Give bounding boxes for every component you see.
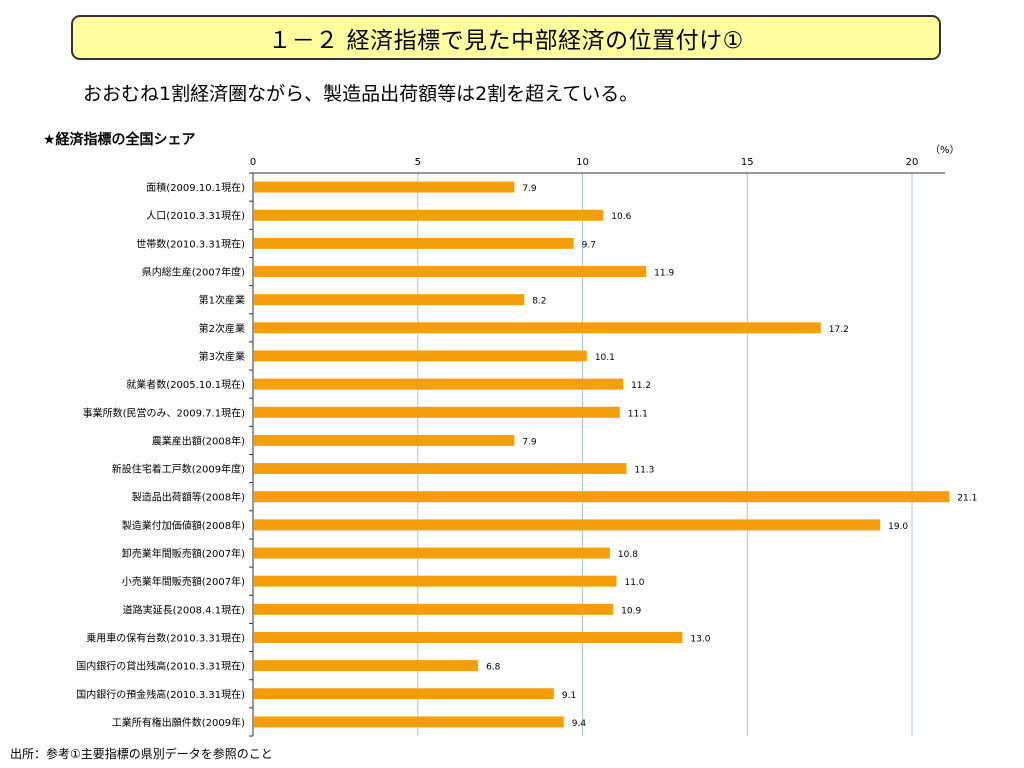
bar [254, 519, 881, 531]
x-tick-label: 0 [250, 157, 256, 168]
data-label: 10.6 [611, 212, 631, 222]
category-label: 乗用車の保有台数(2010.3.31現在) [86, 631, 245, 644]
bar [254, 716, 564, 728]
category-label: 新設住宅着工戸数(2009年度) [112, 463, 245, 476]
category-label: 工業所有権出願件数(2009年) [112, 716, 245, 729]
category-label: 小売業年間販売額(2007年) [122, 575, 245, 588]
data-label: 13.0 [690, 634, 710, 644]
data-label: 7.9 [522, 437, 537, 447]
data-label: 9.7 [582, 240, 596, 250]
category-label: 製造業付加価値額(2008年) [122, 519, 245, 532]
category-label: 就業者数(2005.10.1現在) [126, 378, 245, 391]
data-label: 6.8 [486, 663, 501, 673]
bar [254, 547, 610, 559]
category-label: 県内総生産(2007年度) [142, 266, 245, 279]
category-label: 国内銀行の貸出残高(2010.3.31現在) [76, 660, 245, 673]
data-label: 19.0 [888, 522, 908, 532]
data-label: 11.0 [624, 578, 644, 588]
category-label: 第1次産業 [199, 294, 245, 307]
data-label: 17.2 [829, 325, 849, 335]
data-label: 7.9 [522, 184, 537, 194]
category-label: 第2次産業 [199, 322, 245, 335]
x-tick-label: 15 [741, 157, 754, 168]
title-banner: １－２ 経済指標で見た中部経済の位置付け① [71, 15, 941, 60]
unit-label: （%） [930, 145, 960, 156]
bar [254, 406, 620, 418]
bar [254, 434, 515, 446]
category-label: 面積(2009.10.1現在) [146, 181, 245, 194]
data-label: 11.9 [654, 269, 674, 279]
bar [254, 603, 614, 615]
bar [254, 463, 627, 475]
bar [254, 350, 587, 362]
bar [254, 181, 515, 193]
bar [254, 378, 624, 390]
page-title: １－２ 経済指標で見た中部経済の位置付け① [268, 27, 744, 54]
x-tick-label: 10 [576, 157, 589, 168]
page-subtitle: おおむね1割経済圏ながら、製造品出荷額等は2割を超えている。 [83, 83, 639, 105]
category-label: 卸売業年間販売額(2007年) [122, 547, 245, 560]
chart-title: ★経済指標の全国シェア [43, 132, 196, 148]
bar-chart: 0 5 10 15 20 面積(2009.10.1現在) 7.9 人口(2010.3.31現在… [76, 157, 977, 737]
x-tick-label: 20 [906, 157, 919, 168]
bar [254, 294, 525, 306]
bar [254, 631, 683, 643]
category-label: 国内銀行の預金残高(2010.3.31現在) [76, 688, 245, 701]
data-label: 9.1 [562, 691, 576, 701]
category-label: 製造品出荷額等(2008年) [132, 491, 245, 504]
data-label: 10.8 [618, 550, 638, 560]
bar [254, 237, 574, 249]
category-label: 農業産出額(2008年) [152, 434, 245, 447]
x-tick-label: 5 [415, 157, 421, 168]
bar [254, 266, 647, 278]
bar [254, 322, 821, 334]
bar [254, 209, 604, 221]
data-label: 11.2 [631, 381, 651, 391]
data-label: 21.1 [957, 494, 977, 504]
category-label: 第3次産業 [199, 350, 245, 363]
source-note: 出所：参考①主要指標の県別データを参照のこと [10, 747, 273, 761]
category-label: 人口(2010.3.31現在) [146, 210, 245, 222]
data-label: 9.4 [572, 719, 587, 729]
category-label: 世帯数(2010.3.31現在) [136, 237, 245, 250]
bar [254, 688, 554, 700]
data-label: 10.1 [595, 353, 615, 363]
bar [254, 575, 617, 587]
data-label: 8.2 [532, 297, 546, 307]
data-label: 11.1 [628, 409, 648, 419]
data-label: 11.3 [634, 466, 654, 476]
data-label: 10.9 [621, 606, 641, 616]
bar [254, 660, 479, 672]
category-label: 事業所数(民営のみ、2009.7.1現在) [83, 406, 245, 419]
bar [254, 491, 950, 503]
category-label: 道路実延長(2008.4.1現在) [123, 603, 245, 616]
